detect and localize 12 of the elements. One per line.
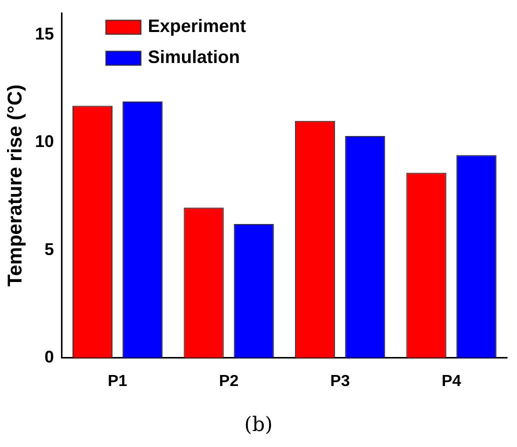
y-tick-label: 15	[34, 24, 54, 44]
legend-label: Simulation	[148, 47, 240, 68]
y-tick-label: 0	[44, 347, 54, 366]
y-tick-label: 10	[34, 132, 54, 152]
legend-label: Experiment	[148, 16, 246, 36]
text: (b)	[243, 412, 274, 436]
y-axis-title: Temperature rise (°C)	[4, 84, 27, 287]
x-tick-label: P1	[108, 372, 128, 390]
x-tick-label: P4	[442, 372, 462, 390]
x-tick-label: P2	[219, 372, 239, 390]
x-tick-label: P3	[330, 372, 350, 390]
y-tick-label: 5	[44, 240, 54, 259]
